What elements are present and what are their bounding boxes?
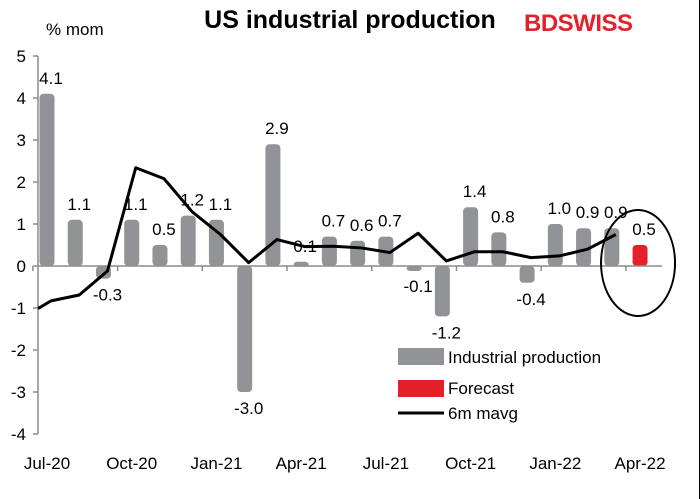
bar-Jun-21: [350, 240, 366, 266]
bar-Jul-20: [39, 93, 55, 266]
y-tick-label: -4: [11, 425, 26, 444]
legend-swatch-industrial-production: [398, 348, 444, 365]
bar-Oct-21: [463, 207, 479, 266]
y-tick-label: -1: [11, 299, 26, 318]
data-label: -0.1: [403, 277, 432, 296]
bar-May-21: [321, 236, 337, 266]
bar-Dec-21: [519, 266, 535, 283]
bar-Dec-20: [180, 215, 196, 266]
data-label: 1.1: [124, 195, 148, 214]
data-label: 1.1: [209, 195, 233, 214]
y-tick-label: 4: [17, 89, 26, 108]
data-label: 0.9: [576, 203, 600, 222]
data-label: -0.3: [93, 286, 122, 305]
bar-Nov-20: [152, 245, 168, 266]
bdswiss-logo: BDSWISS: [524, 10, 633, 37]
y-tick-label: 3: [17, 131, 26, 150]
bar-Jan-22: [547, 224, 563, 266]
data-label: -1.2: [432, 323, 461, 342]
bar-Feb-22: [576, 228, 592, 266]
bar-Aug-20: [67, 219, 83, 266]
bar-Sep-21: [434, 266, 450, 317]
x-tick-label: Oct-20: [106, 454, 157, 473]
data-label: -3.0: [234, 399, 263, 418]
data-label: -0.4: [516, 290, 545, 309]
line-6m-mavg: [37, 166, 617, 310]
bar-Nov-21: [491, 232, 507, 266]
data-label: 1.1: [67, 195, 91, 214]
bar-Mar-21: [265, 144, 281, 266]
bar-Aug-21: [406, 266, 422, 271]
x-tick-label: Oct-21: [445, 454, 496, 473]
data-label: 2.9: [265, 119, 289, 138]
y-tick-label: 1: [17, 215, 26, 234]
y-tick-label: 2: [17, 173, 26, 192]
bar-Jan-21: [208, 219, 224, 266]
legend-label: 6m mavg: [448, 404, 518, 423]
x-tick-label: Jul-20: [24, 454, 70, 473]
bar-Apr-22: [632, 245, 648, 266]
bar-Feb-21: [237, 266, 253, 392]
x-tick-label: Jan-22: [529, 454, 581, 473]
data-label: 0.8: [491, 207, 515, 226]
data-label: 0.7: [378, 212, 402, 231]
data-label: 0.9: [604, 203, 628, 222]
chart-title: US industrial production: [204, 6, 496, 34]
x-tick-label: Jul-21: [363, 454, 409, 473]
annotation-circle: [600, 209, 677, 317]
y-tick-label: -2: [11, 341, 26, 360]
y-axis-unit: % mom: [46, 20, 104, 39]
data-label: 0.6: [350, 216, 374, 235]
legend-swatch-forecast: [398, 380, 444, 397]
data-label: 0.7: [322, 212, 346, 231]
x-tick-label: Apr-21: [276, 454, 327, 473]
bar-Oct-20: [124, 219, 140, 266]
data-label: 0.5: [152, 220, 176, 239]
data-label: 0.5: [632, 220, 656, 239]
data-label: 4.1: [39, 69, 63, 88]
legend-label: Industrial production: [448, 348, 601, 367]
y-tick-label: 0: [17, 257, 26, 276]
y-tick-label: 5: [17, 47, 26, 66]
data-label: 1.4: [463, 182, 487, 201]
y-tick-label: -3: [11, 383, 26, 402]
legend-label: Forecast: [448, 379, 514, 398]
x-tick-label: Apr-22: [615, 454, 666, 473]
data-label: 1.0: [547, 199, 571, 218]
x-tick-label: Jan-21: [190, 454, 242, 473]
